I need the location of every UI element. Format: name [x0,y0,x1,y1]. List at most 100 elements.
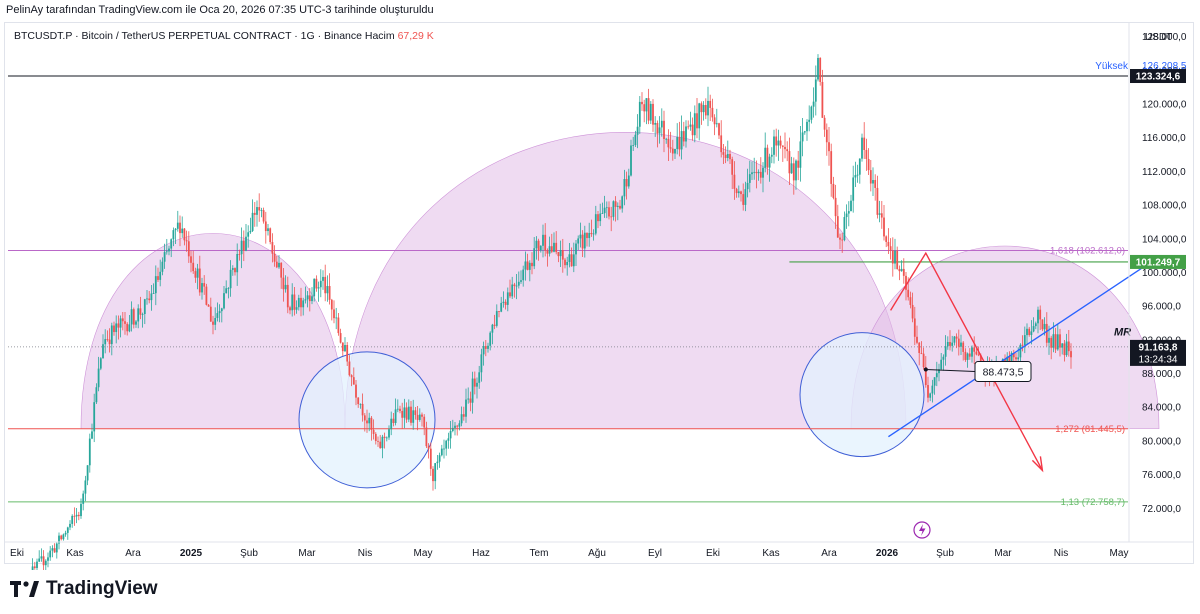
candle-body [702,105,705,113]
candle-body [432,468,434,482]
time-tick-label: Eki [10,548,24,559]
candle-body [583,232,586,249]
price-axis[interactable]: USDT 72.000,0 76.000,0 80.000,0 84.000,0 88.0… [1095,22,1187,542]
candle-body [271,242,274,254]
time-tick-label: Kas [66,548,83,559]
candle-body [572,254,575,267]
candle-body [858,158,861,175]
candle-body [641,101,643,105]
candle-body [713,117,716,125]
candle-body [504,301,507,305]
candle-body [964,351,967,360]
time-tick-label: Ara [821,548,837,559]
candle-body [348,361,351,376]
candle-body [355,384,357,398]
candle-body [597,214,599,222]
price-chart[interactable]: 1,618 (102.612,0) 1,272 (81.445,5) 1,13 (7… [0,0,1200,570]
candle-body [920,352,923,354]
candle-body [539,245,542,251]
candle-body [436,461,439,464]
candle-body [258,207,261,211]
candle-body [236,254,239,273]
tradingview-logo-text: TradingView [46,578,158,599]
candle-body [143,299,146,315]
candle-body [696,113,698,129]
candle-body [77,514,80,517]
candle-body [286,284,289,308]
candle-body [141,314,144,315]
candle-body [196,268,199,278]
candle-body [31,566,34,570]
candle-body [1056,334,1059,350]
candle-body [476,382,478,387]
time-tick-label: 2025 [180,548,203,559]
candle-body [93,402,96,432]
candle-body [913,318,916,337]
candle-body [896,250,899,270]
candle-body [768,156,771,168]
candle-body [962,342,965,352]
candle-body [47,557,49,561]
candle-body [306,295,309,300]
candle-body [247,232,250,237]
candle-body [1065,341,1068,356]
candle-body [36,561,38,569]
candle-body [726,153,729,159]
candle-body [636,126,639,135]
candle-body [621,196,624,209]
candle-body [163,252,166,262]
candle-body [170,239,173,249]
candle-body [652,103,654,125]
last-price-tag-bg [1130,339,1186,366]
candle-body [839,237,841,240]
candle-body [1026,328,1028,336]
candle-body [550,246,553,252]
candle-body [229,269,232,289]
time-tick-label: Haz [472,548,490,559]
candle-body [803,131,806,133]
candle-body [403,407,406,418]
candle-body [66,527,69,533]
candle-body [337,317,340,334]
candle-body [465,399,467,417]
candle-body [38,558,41,562]
time-tick-label: Mar [298,548,316,559]
candle-body [735,188,738,194]
candle-body [379,441,382,449]
candle-body [685,126,687,142]
candles [31,54,1072,570]
candle-body [788,151,791,174]
candle-body [667,138,670,148]
candle-body [352,377,355,385]
candle-body [471,378,474,403]
candle-body [451,427,454,431]
price-tick-label: 76.000,0 [1142,470,1181,481]
tradingview-logo[interactable]: TradingView [10,578,158,600]
candle-body [253,212,256,215]
candle-body [489,332,492,346]
fib-label-fib-1618: 1,618 (102.612,0) [1050,245,1125,256]
candle-body [350,375,353,378]
time-axis[interactable]: Eki Kas Ara 2025 Şub Mar Nis May Haz Tem Ağu Eyl Eki… [4,541,1194,559]
candle-body [608,207,610,217]
candle-body [594,214,597,234]
symbol-info[interactable]: BTCUSDT.P · Bitcoin / TetherUS PERPETUAL… [14,30,434,42]
candle-body [174,228,177,231]
price-tick-label: 104.000,0 [1142,234,1187,245]
candle-body [1034,323,1037,327]
candle-body [139,308,142,315]
candle-body [487,345,489,349]
candle-body [1012,352,1015,358]
fib-label-fib-1272: 1,272 (81.445,5) [1055,424,1125,435]
symbol-title: BTCUSDT.P · Bitcoin / TetherUS PERPETUAL… [14,30,395,42]
candle-body [185,240,188,242]
candle-body [1041,319,1044,330]
candle-body [819,57,822,82]
candle-body [319,280,322,288]
candle-body [405,407,408,420]
candle-body [150,293,153,301]
candle-body [524,261,527,270]
candle-body [1021,344,1024,346]
candle-body [630,145,632,176]
candle-body [878,213,881,215]
